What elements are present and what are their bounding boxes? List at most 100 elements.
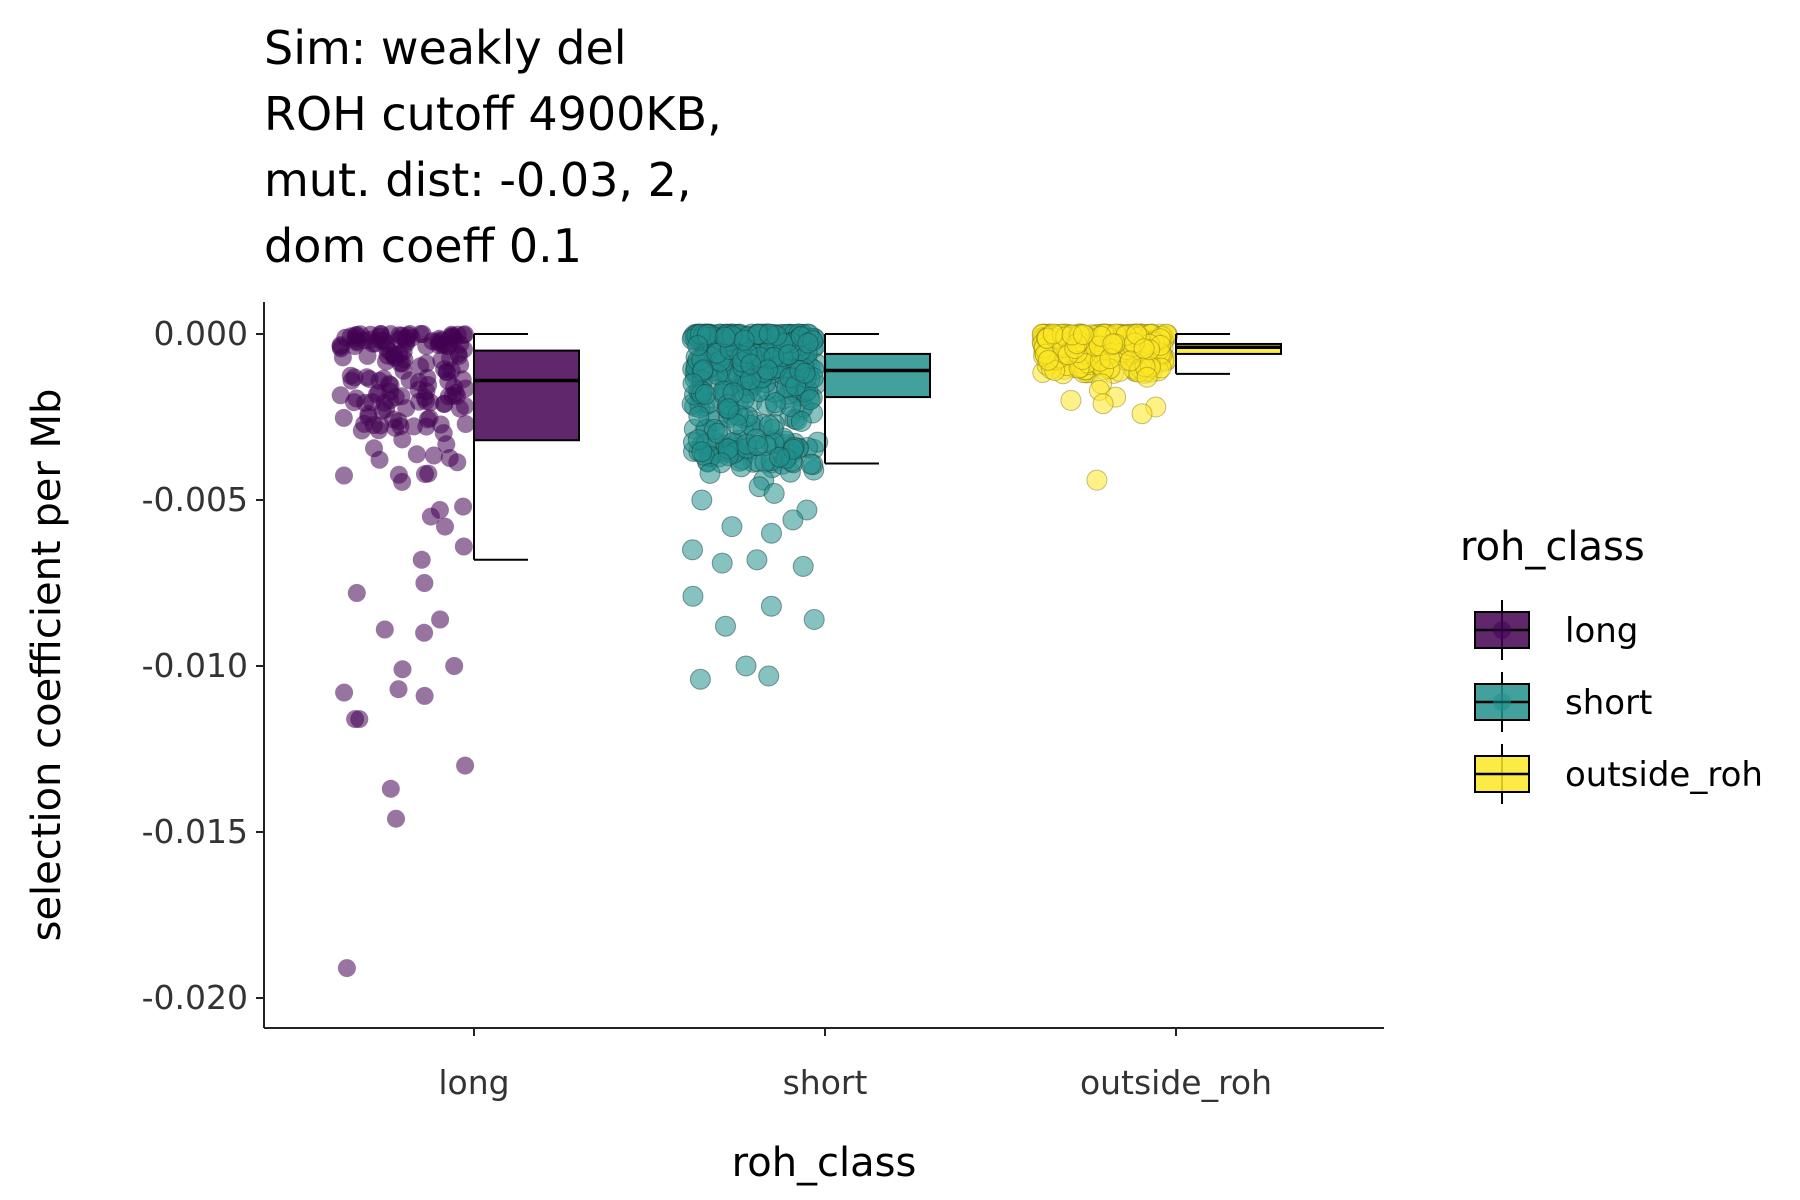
jitter-point-long [454,537,473,556]
jitter-point-long [389,680,408,699]
jitter-point-long [407,445,426,464]
jitter-point-outside_roh [1131,403,1153,425]
jitter-point-long [381,779,400,798]
jitter-point-long [454,497,473,516]
jitter-point-short [778,344,800,366]
jitter-point-long [334,408,353,427]
jitter-point-short [790,411,812,432]
title-line-2: ROH cutoff 4900KB, [264,87,722,141]
jitter-point-outside_roh [1060,389,1082,411]
jitter-point-long [424,446,443,465]
jitter-point-short [733,329,755,351]
jitter-point-long [393,430,412,449]
jitter-point-long [448,453,467,472]
jitter-point-short [699,462,721,484]
jitter-point-long [454,326,473,344]
box-long [473,333,580,561]
jitter-point-long [381,376,400,395]
jitter-point-long [429,332,448,351]
jitter-point-outside_roh [1072,324,1094,346]
jitter-point-long [384,410,403,429]
jitter-point-long [416,465,434,484]
legend-label: long [1565,611,1638,651]
jitter-point-outside_roh [1037,349,1059,371]
jitter-point-long [350,710,369,729]
jitter-point-long [387,809,405,828]
jitter-point-long [331,386,350,405]
legend-item-long: long [1474,600,1638,660]
jitter-point-long [331,337,350,356]
jitter-point-long [417,354,436,373]
jitter-point-long [347,584,366,602]
jitter-point-short [721,516,743,538]
jitter-point-long [359,407,378,426]
jitter-point-long [335,683,354,702]
jitter-point-short [792,555,814,577]
jitter-point-short [760,595,782,617]
jitter-point-long [337,959,356,978]
jitter-point-outside_roh [1133,338,1155,360]
x-tick-label: short [783,1063,868,1102]
jitter-point-short [718,398,739,420]
box-rect [473,349,580,442]
jitter-point-short [711,552,733,574]
jitter-point-long [456,415,475,433]
jitter-point-short [797,332,819,354]
jitter-point-long [394,361,413,380]
jitter-point-long [404,417,423,436]
legend: roh_class long short outside_roh [1460,524,1763,804]
jitter-point-short [740,353,762,375]
jitter-point-long [442,361,461,380]
jitter-point-short [682,585,704,607]
legend-title: roh_class [1460,524,1645,570]
jitter-point-long [412,550,431,569]
jitter-point-long [363,334,382,353]
jitter-point-outside_roh [1086,469,1108,491]
jitter-point-long [421,393,440,412]
jitter-point-long [456,756,475,775]
jitter-point-outside_roh [1102,333,1124,355]
y-tick-label: -0.015 [142,812,248,851]
jitter-point-long [335,466,353,485]
jitter-point-long [448,386,466,405]
jitter-point-short [769,446,790,468]
jitter-point-short [689,668,711,690]
jitter-point-long [390,345,409,364]
jitter-point-short [715,615,736,637]
chart-title: Sim: weakly del ROH cutoff 4900KB, mut. … [264,21,722,273]
jitter-point-short [691,489,713,511]
jitter-point-long [365,439,383,458]
jitter-point-long [375,393,394,412]
jitter-point-long [413,325,432,343]
jitter-point-short [714,326,736,348]
y-ticks: 0.000 -0.005 -0.010 -0.015 -0.020 [142,314,264,1017]
jitter-point-short [694,383,716,405]
jitter-point-long [356,393,375,412]
legend-item-short: short [1474,672,1652,732]
box-short [824,333,931,465]
jitter-point-long [431,610,450,629]
jitter-point-short [758,323,780,345]
jitter-point-outside_roh [1119,350,1141,372]
jitter-point-short [707,422,729,444]
box-layer [473,333,1282,561]
jitter-point-short [794,362,816,384]
x-ticks: long short outside_roh [438,1028,1272,1102]
jitter-point-short [764,392,786,414]
y-tick-label: -0.010 [142,646,248,685]
jitter-point-outside_roh [1042,323,1064,345]
jitter-point-long [445,657,464,675]
title-line-1: Sim: weakly del [264,21,627,75]
jitter-point-long [345,368,364,387]
jitter-point-long [393,472,412,491]
jitter-point-long [431,415,450,434]
jitter-point-long [351,325,370,344]
y-tick-label: -0.005 [142,480,248,519]
jitter-point-short [803,609,825,630]
x-axis-title: roh_class [732,1140,917,1186]
jitter-point-short [761,522,782,544]
jitter-point-short [687,335,709,357]
title-line-4: dom coeff 0.1 [264,219,582,273]
box-rect [824,352,931,399]
